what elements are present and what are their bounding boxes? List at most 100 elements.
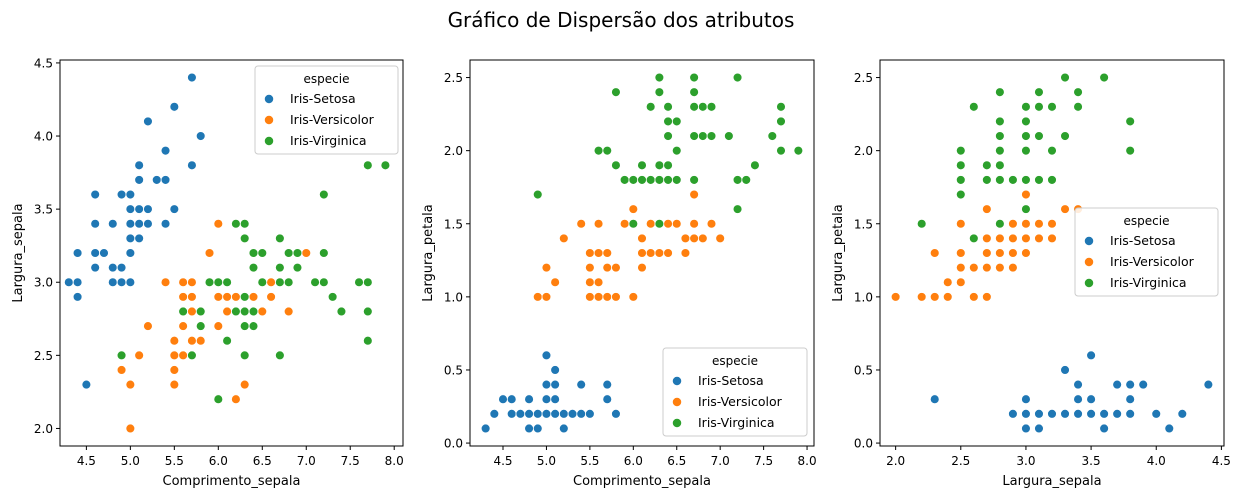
data-point (169, 350, 180, 361)
data-point (689, 189, 699, 200)
data-point (611, 262, 621, 273)
data-point (213, 394, 224, 404)
data-point (363, 306, 373, 317)
data-point (1125, 145, 1135, 156)
data-point (125, 423, 136, 434)
data-point (1112, 379, 1122, 390)
legend-marker (672, 418, 682, 428)
data-point (663, 131, 673, 141)
data-point (929, 248, 940, 258)
data-point (275, 350, 285, 361)
data-point (550, 394, 560, 404)
data-point (982, 262, 992, 273)
data-point (1099, 423, 1109, 434)
data-point (645, 175, 656, 185)
data-point (706, 131, 717, 141)
legend-box (254, 65, 399, 155)
data-point (533, 409, 543, 419)
y-axis-label: Largura_petala (831, 204, 846, 302)
data-point (257, 277, 268, 287)
y-tick-label: 2.5 (854, 71, 873, 85)
data-point (1021, 233, 1031, 244)
data-point (576, 219, 586, 229)
data-point (248, 306, 259, 317)
data-point (611, 160, 621, 171)
data-point (99, 248, 109, 258)
data-point (213, 321, 224, 331)
data-point (750, 160, 760, 171)
x-tick-label: 8.0 (798, 454, 817, 468)
data-point (134, 219, 144, 229)
data-point (1060, 409, 1070, 419)
x-tick-label: 4.5 (493, 454, 512, 468)
data-point (336, 306, 347, 317)
data-point (689, 72, 699, 83)
data-point (602, 292, 613, 302)
data-point (585, 262, 595, 273)
data-point (363, 335, 373, 346)
data-point (995, 262, 1005, 273)
legend-entry-label: Iris-Versicolor (290, 112, 375, 127)
data-point (169, 365, 180, 375)
data-point (178, 306, 188, 317)
data-point (1021, 145, 1031, 156)
data-point (663, 175, 673, 185)
data-point (982, 175, 992, 185)
data-point (178, 321, 188, 331)
data-point (1008, 409, 1018, 419)
data-point (169, 102, 180, 112)
chart-panel-3: 2.0 2.5 3.0 3.5 4.0 4.5 0.0 0.5 1.0 1.5 2.0 2.5 Larg… (831, 59, 1231, 489)
data-point (222, 277, 232, 287)
data-point (1073, 409, 1083, 419)
data-point (283, 277, 294, 287)
data-point (1047, 233, 1057, 244)
data-point (143, 321, 153, 331)
x-tick-label: 5.0 (537, 454, 556, 468)
data-point (732, 72, 743, 83)
legend-entry-label: Iris-Setosa (290, 91, 356, 106)
data-point (1073, 379, 1083, 390)
data-point (541, 409, 552, 419)
axes-frame (469, 59, 815, 447)
data-point (671, 116, 682, 127)
data-point (1203, 379, 1214, 390)
data-point (1125, 409, 1135, 419)
data-point (1125, 116, 1135, 127)
x-tick-label: 7.0 (297, 454, 316, 468)
y-tick-label: 3.5 (34, 203, 53, 217)
data-point (982, 204, 992, 214)
data-point (515, 409, 526, 419)
data-point (480, 423, 491, 434)
data-point (1034, 102, 1044, 112)
legend-box (662, 347, 808, 437)
data-point (231, 306, 241, 317)
y-tick-label: 2.0 (34, 422, 53, 436)
data-point (995, 160, 1005, 171)
data-point (602, 248, 613, 258)
x-tick-label: 4.5 (77, 454, 96, 468)
data-point (1021, 204, 1031, 214)
data-point (195, 131, 206, 141)
y-tick-label: 0.5 (444, 363, 463, 377)
data-point (628, 219, 639, 229)
data-point (956, 189, 966, 200)
data-point (231, 394, 241, 404)
data-point (160, 175, 171, 185)
data-point (1034, 423, 1044, 434)
data-point (995, 116, 1005, 127)
data-point (969, 262, 979, 273)
data-point (1086, 350, 1096, 361)
y-tick-label: 0.0 (854, 437, 873, 451)
data-point (943, 277, 953, 287)
data-point (663, 248, 673, 258)
legend-marker (672, 376, 682, 386)
data-point (239, 321, 250, 331)
data-point (116, 277, 127, 287)
data-point (982, 248, 992, 258)
data-point (602, 379, 613, 390)
data-point (995, 175, 1005, 185)
data-point (645, 219, 656, 229)
data-point (585, 292, 595, 302)
data-point (1060, 131, 1070, 141)
data-point (266, 277, 276, 287)
